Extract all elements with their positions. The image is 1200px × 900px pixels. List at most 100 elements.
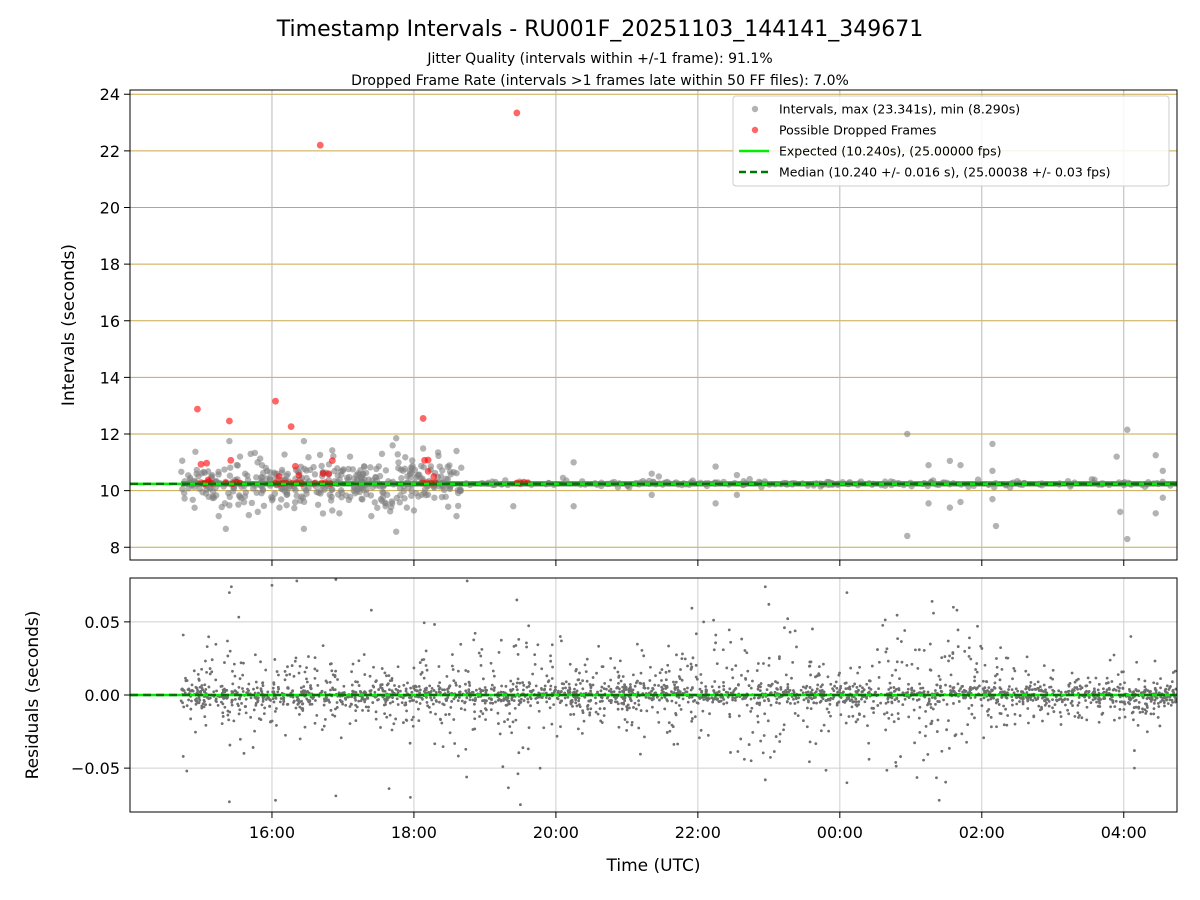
- residual-point: [1136, 723, 1140, 727]
- residual-point: [1066, 708, 1069, 712]
- residual-point: [569, 702, 573, 706]
- residual-point: [861, 686, 864, 690]
- interval-point: [395, 464, 402, 472]
- residual-point: [1057, 689, 1061, 693]
- interval-point: [386, 508, 394, 515]
- residual-point: [408, 741, 412, 745]
- residual-point: [374, 679, 378, 683]
- residual-point: [215, 689, 218, 693]
- residual-point: [609, 701, 613, 705]
- residual-point: [862, 714, 866, 718]
- residual-point: [1041, 719, 1044, 723]
- interval-point: [408, 487, 415, 495]
- residual-point: [451, 653, 454, 656]
- residual-point: [348, 705, 352, 708]
- interval-point: [213, 492, 220, 499]
- residual-point: [268, 705, 272, 708]
- residual-point: [1118, 682, 1122, 686]
- residual-point: [226, 639, 229, 643]
- interval-point: [181, 495, 188, 502]
- residual-point: [1051, 677, 1055, 681]
- residual-point: [674, 680, 678, 684]
- residual-point: [468, 698, 472, 702]
- residual-point: [1032, 715, 1036, 719]
- residual-point: [261, 684, 265, 687]
- residual-point: [362, 653, 366, 656]
- residual-point: [863, 700, 867, 704]
- residual-point: [286, 665, 289, 669]
- residual-point: [410, 690, 414, 694]
- residual-point: [986, 713, 990, 717]
- residual-point: [802, 698, 806, 702]
- residual-point: [555, 696, 559, 700]
- residual-point: [1088, 680, 1092, 684]
- residual-point: [773, 690, 777, 694]
- residual-point: [884, 701, 888, 705]
- residual-point: [298, 664, 302, 668]
- residual-point: [1066, 690, 1070, 693]
- residual-point: [833, 684, 837, 688]
- residual-point: [320, 728, 324, 732]
- residual-point: [822, 690, 826, 694]
- residual-point: [540, 667, 544, 671]
- residual-point: [516, 677, 520, 681]
- residual-point: [824, 768, 828, 772]
- residual-point: [1033, 687, 1037, 691]
- residual-point: [394, 687, 398, 691]
- residual-point: [1025, 691, 1029, 694]
- residual-point: [270, 583, 274, 587]
- residual-point: [832, 689, 836, 693]
- residual-point: [548, 687, 552, 691]
- residual-point: [618, 690, 622, 694]
- residual-point: [676, 742, 680, 746]
- residual-point: [277, 673, 280, 677]
- residual-point: [1169, 703, 1173, 707]
- residual-point: [412, 686, 416, 690]
- residual-point: [526, 747, 530, 751]
- residual-point: [1118, 708, 1122, 711]
- interval-point: [236, 453, 244, 460]
- residual-point: [600, 665, 604, 668]
- residual-point: [969, 685, 972, 689]
- residual-point: [1070, 671, 1074, 675]
- residual-point: [371, 701, 375, 704]
- residual-point: [503, 720, 506, 724]
- residual-point: [896, 712, 900, 715]
- residual-point: [1052, 689, 1056, 693]
- residual-point: [457, 696, 461, 699]
- residual-point: [1028, 688, 1031, 692]
- residual-point: [324, 679, 328, 683]
- residual-point: [521, 746, 525, 750]
- residual-point: [856, 689, 860, 693]
- interval-point: [363, 486, 370, 493]
- residual-point: [734, 687, 738, 690]
- residual-point: [995, 725, 998, 729]
- residual-point: [861, 690, 865, 693]
- residual-point: [484, 688, 488, 692]
- time-x-tick-label: 16:00: [249, 823, 295, 842]
- residual-point: [715, 698, 719, 701]
- residual-point: [854, 720, 858, 724]
- residual-point: [767, 664, 771, 667]
- residual-point: [264, 698, 268, 701]
- residual-point: [761, 751, 765, 755]
- residual-point: [574, 701, 578, 705]
- residual-point: [756, 662, 760, 665]
- interval-point: [352, 490, 359, 497]
- residual-point: [335, 701, 339, 704]
- residual-point: [829, 682, 833, 686]
- residual-point: [438, 681, 442, 685]
- residual-point: [307, 655, 310, 658]
- residual-point: [956, 628, 960, 632]
- residual-point: [996, 700, 1000, 704]
- residual-point: [301, 709, 305, 712]
- residual-point: [295, 698, 299, 702]
- residual-point: [632, 706, 635, 709]
- residual-point: [602, 687, 606, 691]
- residual-point: [315, 669, 319, 673]
- residual-point: [1146, 689, 1150, 693]
- residual-point: [261, 699, 265, 703]
- residual-point: [233, 689, 237, 693]
- residual-point: [1129, 697, 1133, 701]
- residual-point: [819, 685, 823, 689]
